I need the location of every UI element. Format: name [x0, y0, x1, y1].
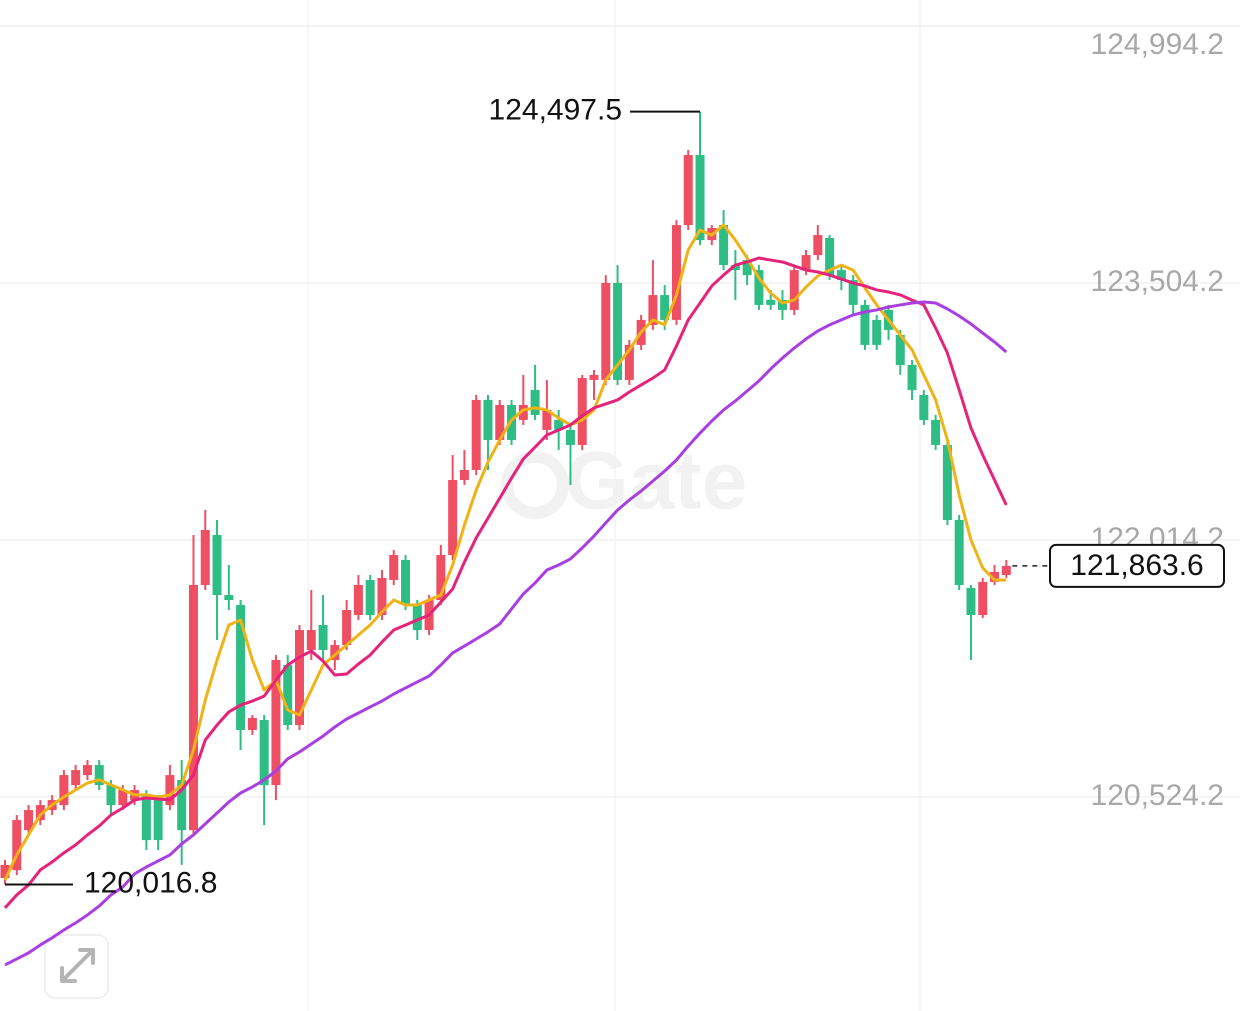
candle-body [789, 270, 799, 310]
candle-body [518, 404, 528, 420]
candle-body [35, 805, 45, 821]
candle-body [412, 605, 422, 631]
candle-body [978, 581, 988, 616]
candle-body [990, 571, 1000, 582]
candle-body [919, 394, 929, 420]
candle-body [601, 283, 611, 380]
candle-body [12, 820, 22, 871]
candle-body [236, 605, 246, 731]
candle-body [71, 770, 81, 786]
candle-body [495, 404, 505, 440]
candle-body [0, 864, 10, 879]
candle-body [730, 265, 740, 271]
candle-body [459, 469, 469, 480]
candle-body [24, 810, 34, 831]
candle-body [942, 444, 952, 520]
time-grid [307, 0, 921, 1011]
grid [0, 25, 1240, 798]
candle-body [648, 295, 658, 325]
candle-body [295, 630, 304, 726]
candle-body [931, 419, 941, 445]
candle-body [860, 304, 870, 345]
candle-body [200, 529, 210, 586]
candles [0, 111, 1011, 885]
candle-body [719, 225, 729, 266]
y-tick-label: 120,524.2 [1091, 779, 1224, 812]
candle-body [306, 630, 316, 651]
candle-body [565, 429, 575, 445]
candle-body [589, 374, 599, 380]
candle-body [825, 238, 835, 276]
candle-body [448, 479, 458, 555]
expand-button[interactable] [44, 934, 109, 999]
candle-body [577, 378, 587, 445]
candle-body [671, 225, 681, 320]
candle-body [165, 775, 175, 806]
candle-body [153, 800, 163, 841]
candle-body [247, 717, 257, 731]
last-price-box [1049, 543, 1225, 588]
candle-body [342, 610, 352, 646]
candle-body [660, 295, 670, 320]
candle-body [330, 645, 340, 661]
candle-body [766, 299, 776, 305]
low-label: 120,016.8 [84, 866, 217, 899]
high-label: 124,497.5 [489, 94, 622, 127]
candle-body [695, 155, 705, 241]
candle-body [118, 790, 128, 806]
y-tick-label: 123,504.2 [1091, 265, 1224, 298]
candle-body [872, 319, 882, 345]
watermark-group: Gate [501, 436, 747, 527]
candle-body [683, 155, 693, 226]
candle-body [1001, 565, 1011, 576]
candle-body [212, 534, 222, 596]
candle-body [353, 585, 363, 616]
candle-body [471, 399, 481, 470]
candle-body [188, 585, 198, 831]
ma-line [3, 223, 1007, 881]
candle-body [389, 554, 399, 581]
candle-body [377, 577, 387, 616]
candle-body [954, 519, 964, 586]
ma-line [3, 256, 1008, 909]
candle-body [106, 785, 116, 806]
candle-body [907, 364, 917, 390]
candle-body [318, 625, 328, 651]
candle-body [801, 255, 811, 271]
candle-body [813, 235, 823, 256]
watermark-logo [501, 451, 569, 519]
candle-body [624, 344, 634, 380]
ma-line [4, 300, 1008, 967]
watermark: Gate [565, 436, 747, 527]
candle-body [742, 260, 752, 276]
candle-body [271, 660, 281, 786]
candle-body [401, 559, 411, 606]
candle-body [59, 775, 69, 806]
candle-body [848, 280, 858, 305]
candle-body [554, 419, 564, 430]
candle-body [283, 665, 293, 726]
candle-body [177, 780, 187, 831]
candle-body [483, 399, 493, 440]
candle-body [836, 270, 846, 281]
last-price-label: 121,863.6 [1070, 549, 1203, 582]
candle-body [141, 795, 151, 841]
candle-body [777, 299, 787, 310]
candle-body [94, 765, 104, 786]
expand-icon[interactable] [60, 948, 95, 983]
candle-body [542, 409, 552, 430]
candle-body [895, 334, 905, 365]
candle-body [754, 270, 764, 305]
candle-body [613, 283, 623, 380]
candle-body [259, 720, 269, 786]
candle-body [436, 554, 446, 601]
y-tick-label: 124,994.2 [1091, 28, 1224, 61]
candle-body [224, 595, 234, 601]
candle-body [966, 587, 976, 616]
candle-body [365, 580, 375, 616]
candle-body [82, 765, 92, 776]
candle-body [530, 389, 540, 415]
